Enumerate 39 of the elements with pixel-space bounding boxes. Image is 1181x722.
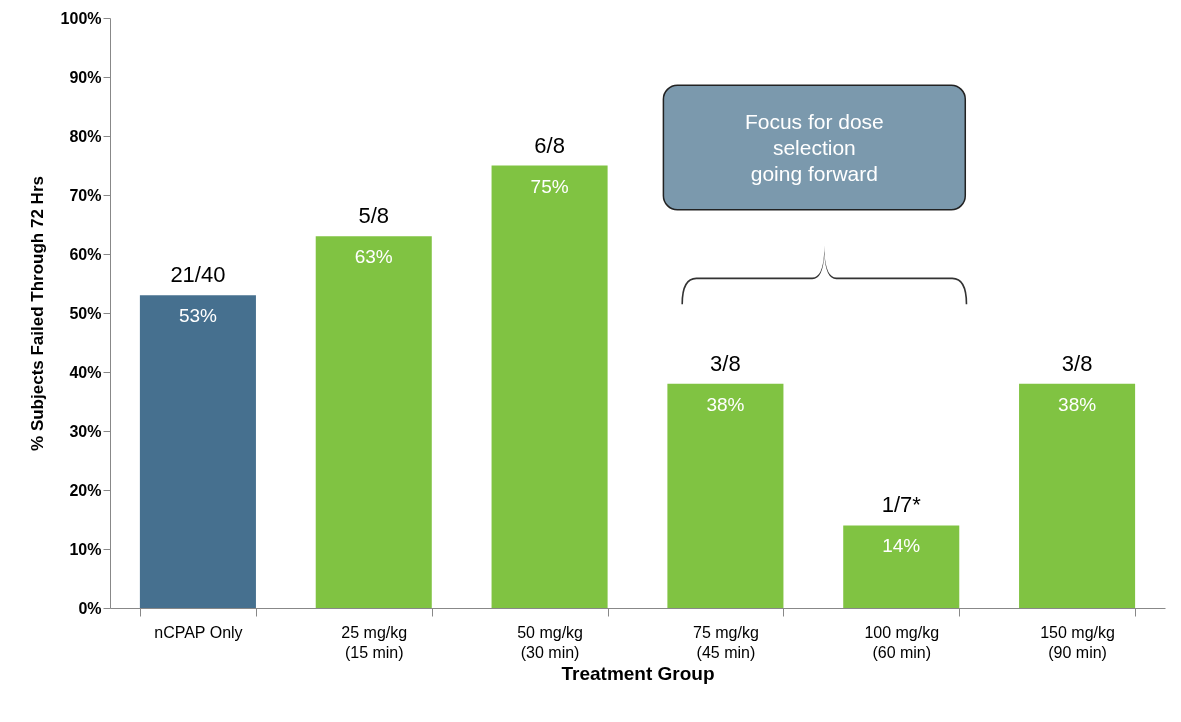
data-label: 63% <box>354 246 393 268</box>
y-tick-label: 70% <box>69 186 102 204</box>
y-tick-label: 0% <box>78 599 102 617</box>
x-tick-label: 25 mg/kg (15 min) <box>341 623 408 661</box>
y-tick-label: 60% <box>69 245 102 263</box>
annotation: 3/8 <box>1061 350 1093 376</box>
y-tick-label: 30% <box>69 422 102 440</box>
x-tick-label: 50 mg/kg (30 min) <box>517 623 583 661</box>
bar <box>315 236 432 608</box>
x-tick-label: nCPAP Only <box>154 623 243 641</box>
data-label: 14% <box>882 535 921 557</box>
bar <box>843 525 960 608</box>
y-tick-label: 20% <box>69 481 102 499</box>
data-label: 38% <box>1058 393 1097 415</box>
data-label: 53% <box>178 305 218 327</box>
annotation: 21/40 <box>170 262 226 288</box>
x-tick-label: 100 mg/kg (60 min) <box>864 623 940 661</box>
y-tick-label: 90% <box>69 68 102 86</box>
callout-box: Focus for dose selection going forward <box>662 84 967 211</box>
bar <box>491 165 608 608</box>
bar <box>667 383 784 608</box>
y-tick-label: 10% <box>69 540 102 558</box>
data-label: 75% <box>530 175 569 197</box>
x-tick-label: 150 mg/kg (90 min) <box>1040 623 1115 661</box>
y-axis-title: % Subjects Failed Through 72 Hrs <box>27 176 47 451</box>
y-tick-label: 50% <box>69 304 102 322</box>
annotation: 3/8 <box>710 350 741 376</box>
y-tick-label: 100% <box>60 9 102 27</box>
y-tick-label: 80% <box>69 127 102 145</box>
annotation: Focus for dose selection going forward <box>744 109 884 185</box>
data-label: 38% <box>706 393 745 415</box>
x-tick-label: 75 mg/kg (45 min) <box>693 623 759 661</box>
bar <box>139 295 256 608</box>
annotation: 6/8 <box>534 132 565 158</box>
bar <box>1019 383 1136 608</box>
annotation: 1/7* <box>881 492 922 518</box>
x-axis-title: Treatment Group <box>561 662 715 684</box>
y-tick-label: 40% <box>69 363 102 381</box>
annotation: 5/8 <box>358 203 390 229</box>
